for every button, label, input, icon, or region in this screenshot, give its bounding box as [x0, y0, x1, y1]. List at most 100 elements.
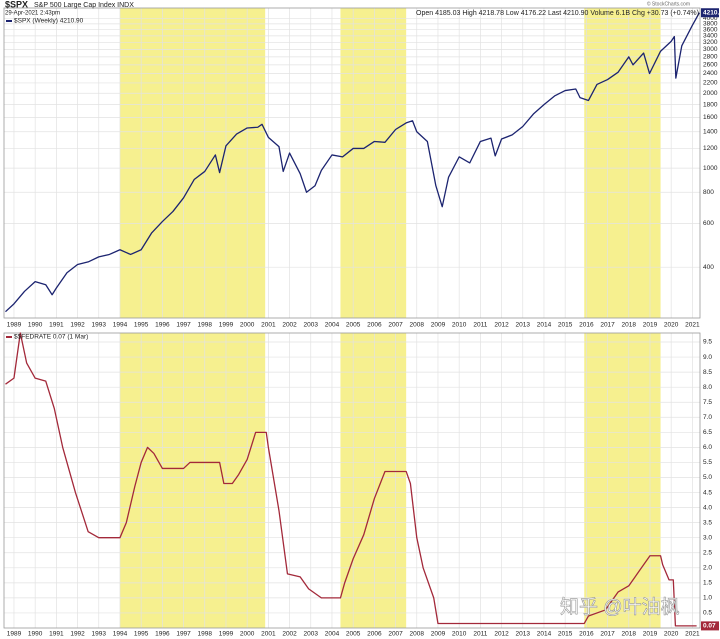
x-tick-label: 2002 — [282, 631, 297, 638]
x-tick-label: 2017 — [600, 631, 615, 638]
x-tick-label: 2018 — [622, 322, 637, 329]
highlight-band — [584, 8, 661, 318]
x-tick-label: 2010 — [452, 631, 467, 638]
x-tick-label: 1992 — [70, 322, 85, 329]
x-tick-label: 1998 — [198, 631, 213, 638]
x-tick-label: 2012 — [494, 631, 509, 638]
y-tick-label: 3.5 — [703, 519, 712, 526]
y-tick-label: 1.0 — [703, 595, 712, 602]
x-tick-label: 2008 — [410, 322, 425, 329]
x-tick-label: 1996 — [155, 631, 170, 638]
x-tick-label: 2009 — [431, 631, 446, 638]
y-tick-label: 600 — [703, 220, 714, 227]
y-tick-label: 3200 — [703, 39, 718, 46]
x-tick-label: 2007 — [388, 322, 403, 329]
last-value-box — [701, 8, 719, 18]
x-tick-label: 2012 — [494, 322, 509, 329]
x-tick-label: 1997 — [176, 322, 191, 329]
x-tick-label: 2014 — [537, 631, 552, 638]
x-tick-label: 2004 — [325, 322, 340, 329]
symbol: $SPX — [5, 0, 28, 9]
y-tick-label: 9.5 — [703, 339, 712, 346]
x-tick-label: 1994 — [113, 631, 128, 638]
y-tick-label: 1.5 — [703, 580, 712, 587]
y-tick-label: 0.5 — [703, 610, 712, 617]
x-tick-label: 2021 — [685, 322, 700, 329]
x-tick-label: 2014 — [537, 322, 552, 329]
layers: 1989 1990 1991 1992 1993 1994 1995 1996 1997 1998… — [3, 7, 720, 638]
date: 29-Apr-2021 2:43pm — [5, 11, 60, 17]
x-tick-label: 2003 — [304, 322, 319, 329]
x-tick-label: 2015 — [558, 631, 573, 638]
x-tick-label: 2002 — [282, 322, 297, 329]
x-tick-label: 2003 — [304, 631, 319, 638]
x-tick-label: 2011 — [473, 631, 487, 638]
last-value-box — [701, 621, 719, 631]
x-tick-label: 2015 — [558, 322, 573, 329]
x-tick-label: 2018 — [622, 631, 637, 638]
x-tick-label: 2020 — [664, 322, 679, 329]
y-tick-label: 2400 — [703, 70, 718, 77]
y-tick-label: 6.5 — [703, 429, 712, 436]
highlight-band — [119, 8, 266, 318]
index-name: S&P 500 Large Cap Index INDX — [34, 2, 134, 9]
y-tick-label: 5.5 — [703, 459, 712, 466]
x-tick-label: 2021 — [685, 631, 700, 638]
x-tick-label: 1991 — [49, 322, 64, 329]
plot-frame — [3, 7, 701, 319]
x-tick-label: 2006 — [367, 322, 382, 329]
y-tick-label: 1000 — [703, 165, 718, 172]
y-tick-label: 1200 — [703, 145, 718, 152]
x-tick-label: 1993 — [92, 322, 107, 329]
y-tick-label: 400 — [703, 264, 714, 271]
y-tick-label: 1400 — [703, 128, 718, 135]
x-tick-label: 2000 — [240, 322, 255, 329]
x-tick-label: 1997 — [176, 631, 191, 638]
x-tick-label: 1991 — [49, 631, 64, 638]
y-tick-label: 8.0 — [703, 384, 712, 391]
y-tick-label: 4.5 — [703, 489, 712, 496]
last-value-label: 4210.9 — [703, 9, 720, 16]
x-tick-label: 1998 — [198, 322, 213, 329]
y-tick-label: 800 — [703, 189, 714, 196]
x-tick-label: 1994 — [113, 322, 128, 329]
x-tick-label: 2001 — [261, 631, 276, 638]
x-tick-label: 2011 — [473, 322, 487, 329]
x-tick-label: 1999 — [219, 322, 234, 329]
y-tick-label: 9.0 — [703, 354, 712, 361]
y-tick-label: 2000 — [703, 90, 718, 97]
x-tick-label: 2017 — [600, 322, 615, 329]
x-tick-label: 2004 — [325, 631, 340, 638]
plot-frame — [3, 332, 701, 629]
y-tick-label: 1600 — [703, 114, 718, 121]
x-tick-label: 1996 — [155, 322, 170, 329]
y-tick-label: 2200 — [703, 80, 718, 87]
highlight-band — [340, 8, 407, 318]
x-tick-label: 1992 — [70, 631, 85, 638]
x-tick-label: 2016 — [579, 631, 594, 638]
x-tick-label: 2010 — [452, 322, 467, 329]
y-tick-label: 1800 — [703, 101, 718, 108]
highlight-band — [119, 333, 266, 628]
x-tick-label: 1995 — [134, 322, 149, 329]
y-tick-label: 3.0 — [703, 534, 712, 541]
y-tick-label: 4000 — [703, 15, 718, 22]
header: $SPX S&P 500 Large Cap Index INDX 29-Apr… — [5, 0, 699, 618]
y-tick-label: 2.0 — [703, 565, 712, 572]
legend-label: $SPX (Weekly) 4210.90 — [14, 18, 84, 25]
y-tick-label: 3800 — [703, 21, 718, 28]
watermark: 知乎 @叶油枫 — [560, 596, 680, 618]
y-tick-label: 2600 — [703, 62, 718, 69]
x-tick-label: 1999 — [219, 631, 234, 638]
x-tick-label: 1993 — [92, 631, 107, 638]
x-tick-label: 2001 — [261, 322, 276, 329]
x-tick-label: 1989 — [7, 322, 22, 329]
y-tick-label: 3000 — [703, 46, 718, 53]
y-tick-label: 7.5 — [703, 399, 712, 406]
x-tick-label: 1995 — [134, 631, 149, 638]
x-tick-label: 2009 — [431, 322, 446, 329]
x-tick-label: 1989 — [7, 631, 22, 638]
last-value-label: 0.07 — [703, 623, 716, 630]
x-tick-label: 2019 — [643, 631, 658, 638]
